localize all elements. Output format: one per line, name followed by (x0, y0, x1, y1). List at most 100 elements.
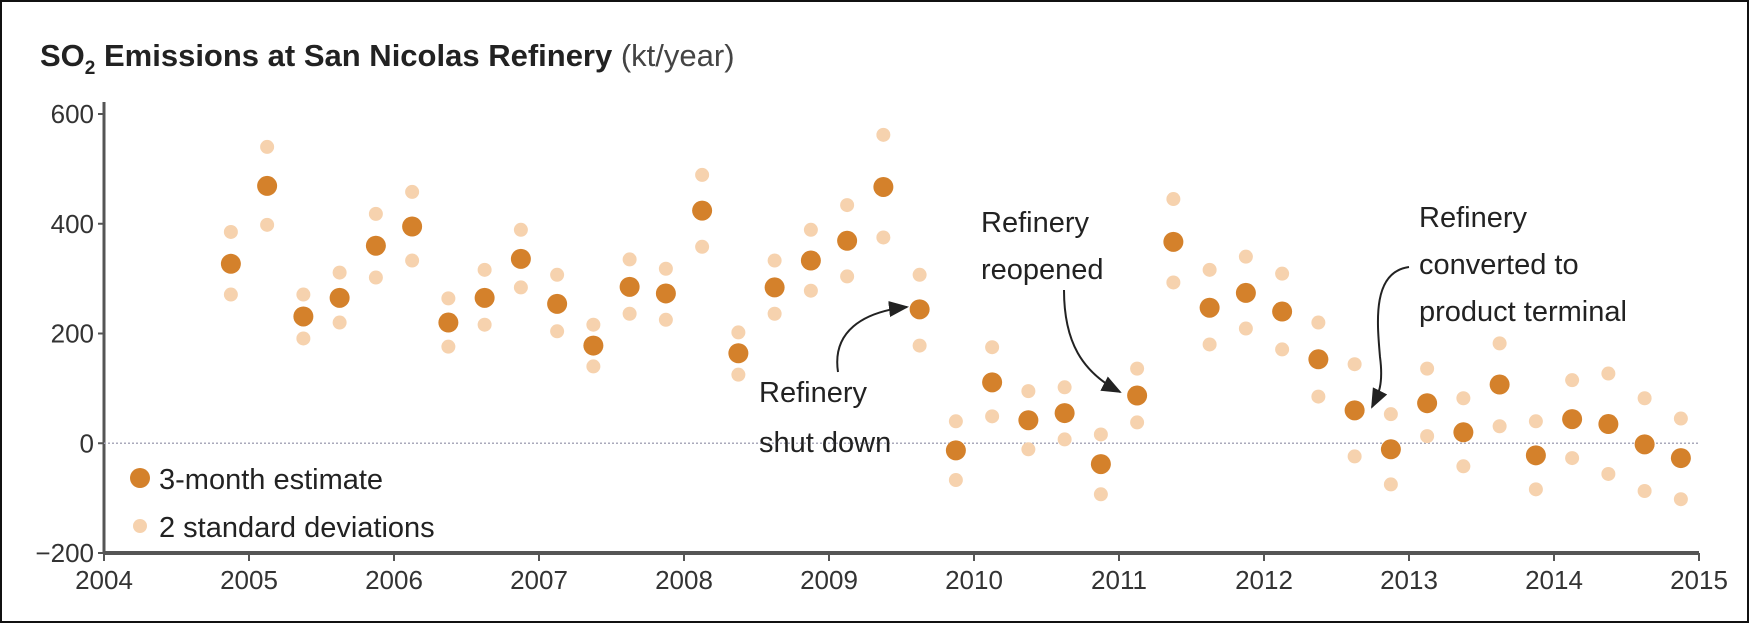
deviation-lower-point (1021, 442, 1036, 457)
deviation-upper-point (550, 267, 565, 282)
deviation-lower-point (876, 230, 891, 245)
annotations: Refinery shut down Refinery reopened Refiner… (759, 202, 1627, 459)
deviation-lower-point (513, 280, 528, 295)
deviation-lower-point (1275, 342, 1290, 357)
deviation-upper-point (332, 265, 347, 280)
estimate-point (1525, 445, 1546, 466)
deviation-upper-point (368, 206, 383, 221)
estimate-point (1598, 414, 1619, 435)
estimate-point (909, 299, 930, 320)
estimate-point (583, 335, 604, 356)
annotation-text: product terminal (1419, 296, 1627, 328)
estimate-point (728, 343, 749, 364)
deviation-lower-point (586, 359, 601, 374)
deviation-lower-point (840, 269, 855, 284)
deviation-lower-point (405, 253, 420, 268)
y-tick-label: 0 (80, 428, 94, 458)
deviation-upper-point (840, 198, 855, 213)
deviation-lower-point (1456, 459, 1471, 474)
y-tick-label: −200 (35, 538, 94, 568)
estimate-point (257, 175, 278, 196)
estimate-point (692, 200, 713, 221)
deviation-lower-point (1130, 415, 1145, 430)
x-tick-label: 2012 (1235, 565, 1293, 595)
estimate-point (1344, 400, 1365, 421)
y-tick-label: 400 (51, 209, 94, 239)
deviation-upper-point (1601, 366, 1616, 381)
deviation-upper-point (1420, 361, 1435, 376)
x-tick-label: 2008 (655, 565, 713, 595)
deviation-lower-point (550, 324, 565, 339)
deviation-upper-point (876, 127, 891, 142)
estimate-point (800, 250, 821, 271)
estimate-point (220, 253, 241, 274)
deviation-upper-point (985, 340, 1000, 355)
deviation-lower-point (1420, 429, 1435, 444)
estimate-point (764, 277, 785, 298)
estimate-point (510, 248, 531, 269)
deviation-lower-point (223, 287, 238, 302)
title-unit: (kt/year) (612, 38, 734, 73)
deviation-upper-point (1347, 357, 1362, 372)
annotation-text: converted to (1419, 249, 1579, 281)
deviation-lower-point (332, 315, 347, 330)
x-tick-label: 2009 (800, 565, 858, 595)
deviation-upper-point (260, 139, 275, 154)
x-tick-label: 2007 (510, 565, 568, 595)
estimate-point (1489, 374, 1510, 395)
annotation-arrow (836, 301, 909, 373)
y-tick-label: 600 (51, 99, 94, 129)
deviation-upper-point (1202, 262, 1217, 277)
estimate-point (1272, 301, 1293, 322)
chart-title: SO2 Emissions at San Nicolas Refinery (k… (40, 38, 735, 79)
deviation-upper-point (731, 325, 746, 340)
x-tick-label: 2014 (1525, 565, 1583, 595)
deviation-upper-point (658, 261, 673, 276)
estimate-point (655, 283, 676, 304)
estimate-point (1308, 349, 1329, 370)
deviation-lower-point (1093, 487, 1108, 502)
estimate-point (329, 287, 350, 308)
estimate-point (1054, 403, 1075, 424)
estimate-point (1417, 393, 1438, 414)
estimate-point (1018, 410, 1039, 431)
legend: 3-month estimate 2 standard deviations (130, 464, 435, 544)
y-tick-label: 200 (51, 319, 94, 349)
deviation-lower-point (803, 283, 818, 298)
deviation-upper-point (441, 291, 456, 306)
data-points (220, 127, 1691, 507)
deviation-lower-point (296, 331, 311, 346)
deviation-upper-point (1021, 384, 1036, 399)
deviation-upper-point (1057, 380, 1072, 395)
deviation-lower-point (1492, 419, 1507, 434)
annotation-arrow (1063, 289, 1122, 393)
deviation-upper-point (1637, 391, 1652, 406)
deviation-lower-point (1166, 275, 1181, 290)
deviation-upper-point (477, 262, 492, 277)
deviation-upper-point (948, 414, 963, 429)
estimate-point (1235, 282, 1256, 303)
estimate-point (1127, 385, 1148, 406)
estimate-point (293, 306, 314, 327)
estimate-point (1199, 297, 1220, 318)
x-tick-label: 2010 (945, 565, 1003, 595)
estimate-point (547, 293, 568, 314)
deviation-lower-point (1057, 432, 1072, 447)
deviation-lower-point (1601, 466, 1616, 481)
estimate-point (1634, 434, 1655, 455)
deviation-lower-point (695, 239, 710, 254)
deviation-upper-point (405, 184, 420, 199)
deviation-upper-point (1311, 315, 1326, 330)
annotation-text: Refinery (981, 207, 1089, 239)
title-subscript: 2 (85, 58, 96, 79)
annotation-text: shut down (759, 427, 891, 459)
deviation-lower-point (1383, 477, 1398, 492)
deviation-lower-point (1238, 321, 1253, 336)
deviation-lower-point (1637, 483, 1652, 498)
deviation-lower-point (1311, 389, 1326, 404)
legend-deviation-marker (133, 519, 147, 533)
deviation-lower-point (477, 317, 492, 332)
title-rest: Emissions at San Nicolas Refinery (95, 38, 613, 73)
